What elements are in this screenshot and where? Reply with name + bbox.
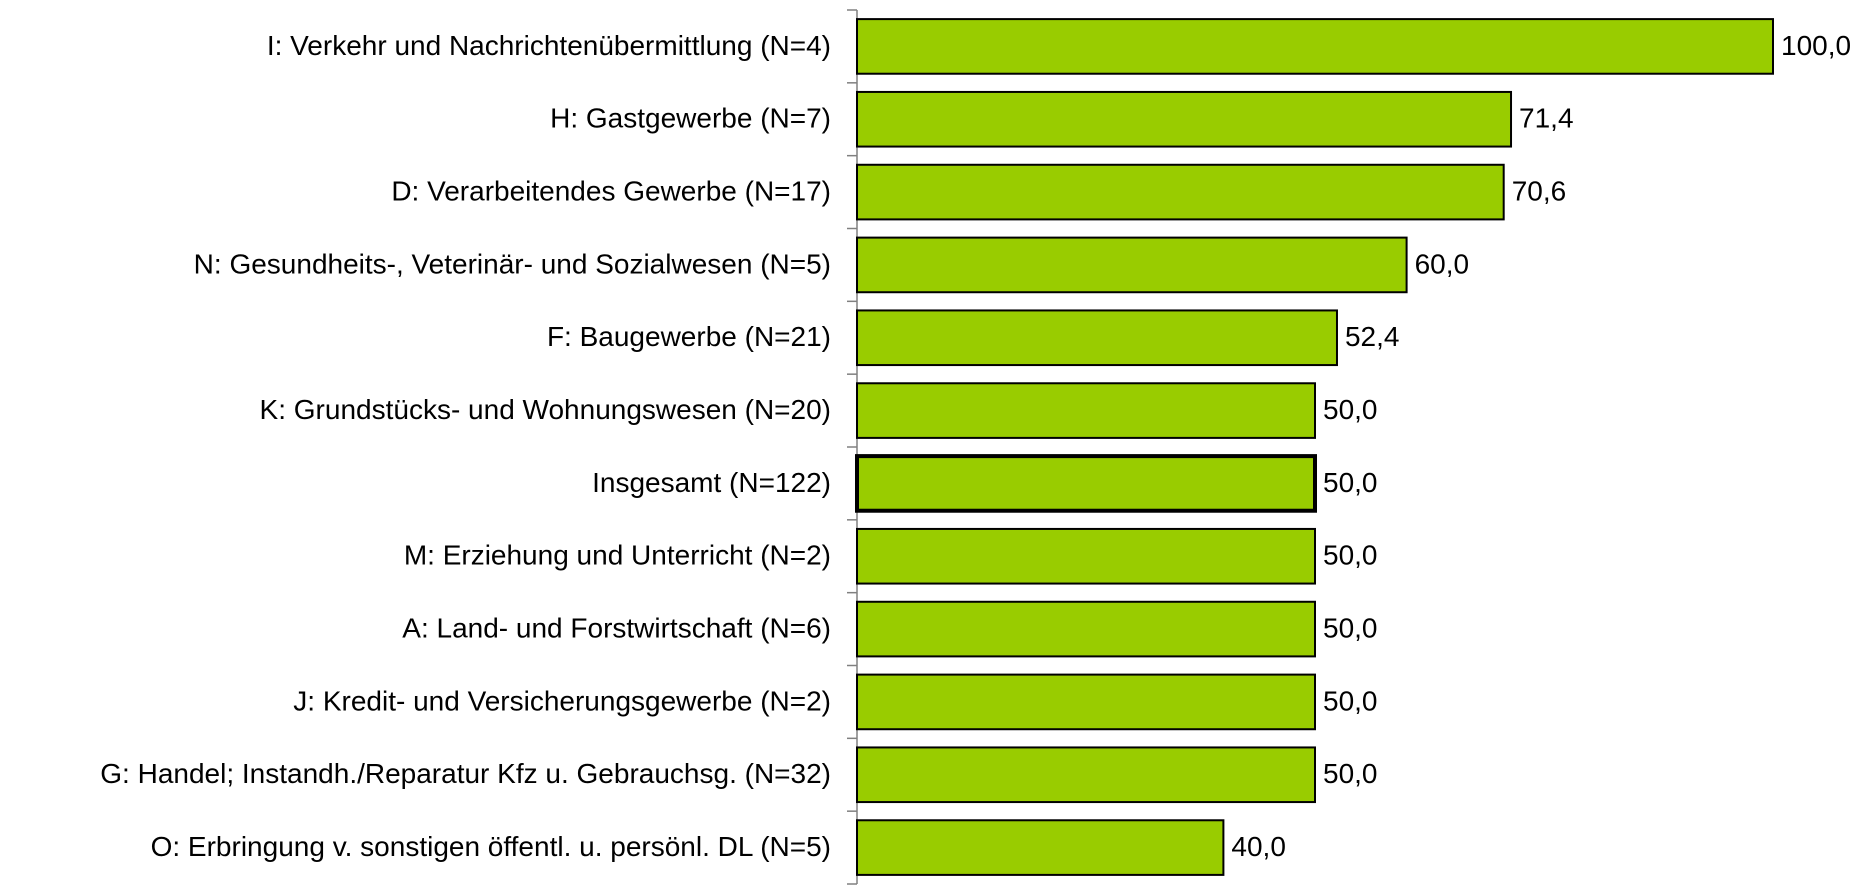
value-label: 52,4 (1345, 321, 1400, 352)
y-tick-label: F: Baugewerbe (N=21) (547, 321, 831, 352)
y-tick-label: N: Gesundheits-, Veterinär- und Sozialwe… (194, 248, 831, 279)
y-tick-label: D: Verarbeitendes Gewerbe (N=17) (391, 175, 831, 206)
bar (856, 673, 1316, 731)
bar (856, 382, 1316, 439)
value-label: 50,0 (1323, 758, 1378, 789)
y-tick-label: O: Erbringung v. sonstigen öffentl. u. p… (151, 831, 831, 862)
value-label: 40,0 (1231, 831, 1286, 862)
y-tick-label: H: Gastgewerbe (N=7) (550, 103, 831, 134)
value-label: 50,0 (1323, 394, 1378, 425)
bar (856, 746, 1316, 804)
bar (856, 163, 1505, 221)
y-tick-label: K: Grundstücks- und Wohnungswesen (N=20) (260, 394, 831, 425)
bar (856, 527, 1316, 585)
y-tick-label: Insgesamt (N=122) (592, 467, 831, 498)
bar (856, 236, 1408, 294)
value-label: 70,6 (1512, 175, 1567, 206)
y-tick-label: M: Erziehung und Unterricht (N=2) (404, 540, 831, 571)
value-label: 50,0 (1323, 467, 1378, 498)
bar (856, 819, 1225, 876)
bar (856, 90, 1513, 148)
value-label: 50,0 (1323, 612, 1378, 643)
bar (856, 600, 1316, 658)
y-tick-label: G: Handel; Instandh./Reparatur Kfz u. Ge… (100, 758, 831, 789)
bar (855, 454, 1317, 513)
y-tick-label: A: Land- und Forstwirtschaft (N=6) (402, 612, 831, 643)
y-tick-label: J: Kredit- und Versicherungsgewerbe (N=2… (293, 685, 831, 716)
value-label: 71,4 (1519, 103, 1574, 134)
value-label: 100,0 (1781, 30, 1851, 61)
value-label: 50,0 (1323, 685, 1378, 716)
value-label: 50,0 (1323, 540, 1378, 571)
bar (856, 18, 1774, 75)
y-tick-label: I: Verkehr und Nachrichtenübermittlung (… (267, 30, 831, 61)
bar (856, 309, 1338, 367)
value-label: 60,0 (1415, 248, 1470, 279)
